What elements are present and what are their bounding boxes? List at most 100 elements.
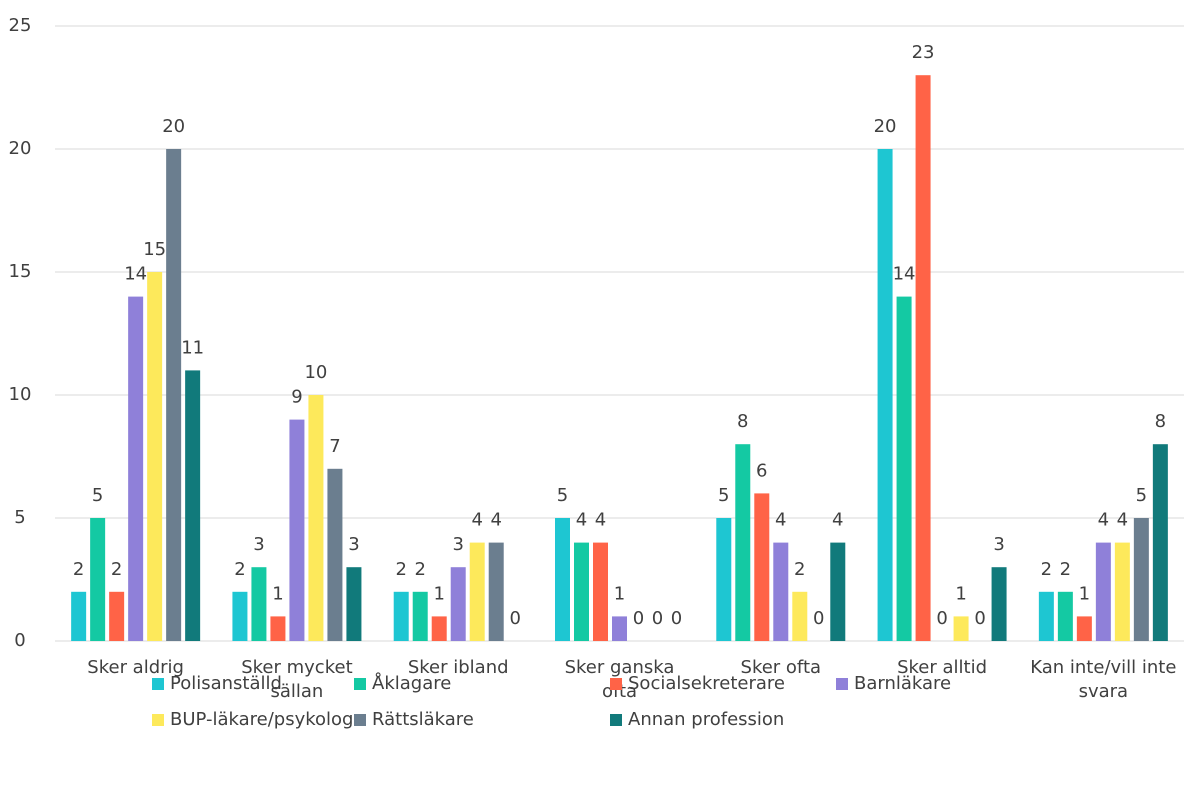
bar — [754, 493, 770, 641]
data-label: 5 — [557, 485, 568, 506]
legend-item: Annan profession — [610, 709, 784, 730]
data-label: 8 — [737, 411, 748, 432]
data-label: 20 — [874, 116, 897, 137]
legend-label: Åklagare — [372, 673, 452, 694]
y-tick-label: 5 — [14, 507, 25, 528]
data-label: 4 — [1098, 510, 1109, 531]
bar — [915, 75, 931, 641]
y-tick-label: 15 — [9, 261, 32, 282]
data-label: 0 — [509, 608, 520, 629]
data-label: 2 — [73, 559, 84, 580]
data-label: 3 — [253, 534, 264, 555]
bar — [450, 567, 466, 641]
data-label: 23 — [912, 42, 935, 63]
bar — [735, 444, 751, 641]
bar — [327, 468, 343, 641]
y-tick-label: 20 — [9, 138, 32, 159]
x-tick-label: Sker ibland — [407, 657, 509, 678]
data-label: 1 — [955, 583, 966, 604]
bar — [1152, 444, 1168, 641]
data-label: 2 — [1041, 559, 1052, 580]
data-label: 0 — [671, 608, 682, 629]
data-label: 2 — [1060, 559, 1071, 580]
data-label: 0 — [813, 608, 824, 629]
bar — [1057, 591, 1073, 641]
data-label: 14 — [893, 264, 916, 285]
legend-label: BUP-läkare/psykolog — [170, 709, 354, 730]
data-label: 4 — [775, 510, 786, 531]
x-tick-label: Kan inte/vill inte svara — [1030, 657, 1177, 702]
bar — [716, 518, 732, 641]
data-label: 3 — [993, 534, 1004, 555]
legend-label: Rättsläkare — [372, 709, 474, 730]
data-label: 6 — [756, 460, 767, 481]
data-label: 2 — [414, 559, 425, 580]
data-label: 8 — [1155, 411, 1166, 432]
data-label: 2 — [794, 559, 805, 580]
y-tick-label: 10 — [9, 384, 32, 405]
data-label: 14 — [124, 264, 147, 285]
bar — [147, 272, 163, 641]
data-label: 15 — [143, 239, 166, 260]
data-label: 20 — [162, 116, 185, 137]
legend-label: Socialsekreterare — [628, 673, 785, 694]
legend-swatch — [152, 677, 164, 690]
bar — [1133, 518, 1149, 641]
data-label: 0 — [936, 608, 947, 629]
bar — [877, 149, 893, 641]
legend-item: Polisanställd — [152, 673, 282, 694]
y-tick-label: 25 — [9, 15, 32, 36]
legend-swatch — [354, 713, 366, 726]
legend-swatch — [610, 677, 622, 690]
data-label: 5 — [92, 485, 103, 506]
data-label: 10 — [304, 362, 327, 383]
data-label: 2 — [111, 559, 122, 580]
bar — [488, 542, 504, 641]
legend-swatch — [836, 677, 848, 690]
data-label: 1 — [1079, 583, 1090, 604]
data-label: 2 — [395, 559, 406, 580]
bar — [1038, 591, 1054, 641]
bar — [346, 567, 362, 641]
data-label: 9 — [291, 387, 302, 408]
bar — [308, 395, 324, 641]
legend-swatch — [610, 713, 622, 726]
data-label: 1 — [272, 583, 283, 604]
bar — [991, 567, 1007, 641]
data-label: 3 — [452, 534, 463, 555]
data-label: 4 — [490, 510, 501, 531]
bar — [431, 616, 447, 641]
data-label: 4 — [1117, 510, 1128, 531]
bar — [185, 370, 201, 641]
bar — [232, 591, 248, 641]
legend-label: Barnläkare — [854, 673, 952, 694]
data-label: 5 — [718, 485, 729, 506]
data-label: 0 — [633, 608, 644, 629]
legend-item: Åklagare — [354, 673, 451, 694]
bar — [953, 616, 969, 641]
bar — [593, 542, 608, 641]
data-label: 3 — [348, 534, 359, 555]
bar — [792, 591, 808, 641]
data-label: 0 — [974, 608, 985, 629]
legend-item: Rättsläkare — [354, 709, 474, 730]
legend-item: Socialsekreterare — [610, 673, 785, 694]
data-label: 4 — [471, 510, 482, 531]
bar — [109, 591, 125, 641]
x-tick-label: Sker alltid — [897, 657, 988, 678]
bar — [128, 296, 144, 641]
data-label: 4 — [576, 510, 587, 531]
bar — [289, 419, 305, 641]
data-label: 4 — [595, 510, 606, 531]
bar — [90, 518, 106, 641]
legend-label: Polisanställd — [170, 673, 282, 694]
bar — [574, 542, 589, 641]
x-tick-label: Sker aldrig — [87, 657, 184, 678]
bar — [1095, 542, 1111, 641]
data-label: 0 — [652, 608, 663, 629]
data-label: 7 — [329, 436, 340, 457]
legend-item: BUP-läkare/psykolog — [152, 709, 353, 730]
data-label: 2 — [234, 559, 245, 580]
legend-swatch — [354, 677, 366, 690]
